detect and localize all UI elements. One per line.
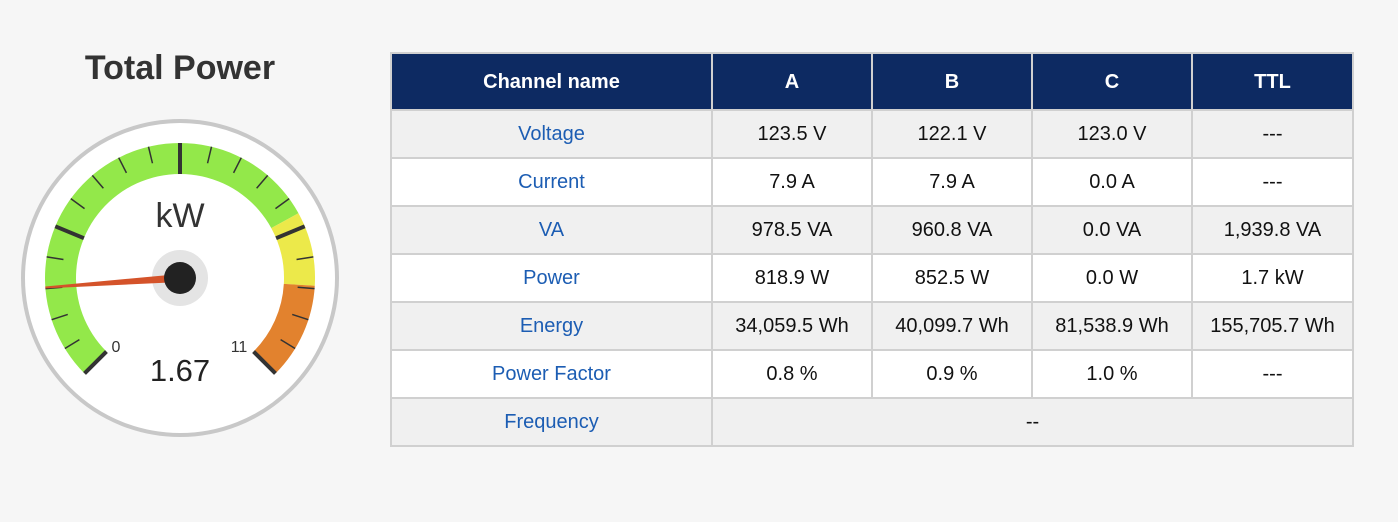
header-cell: Channel name [390,52,713,111]
value-cell: 0.0 VA [1031,205,1193,255]
row-label: Frequency [390,397,713,447]
table-row: VA 978.5 VA 960.8 VA 0.0 VA 1,939.8 VA [390,205,1354,255]
header-row: Channel name A B C TTL [390,52,1354,111]
minor-tick [118,157,128,174]
needle [45,274,181,289]
gauge-band [271,213,315,286]
bands [45,143,315,374]
minor-tick [64,339,80,350]
value-cell: --- [1191,157,1354,207]
value-cell: --- [1191,349,1354,399]
value-cell: 818.9 W [711,253,873,303]
gauge-band [45,143,299,374]
major-tick [54,224,85,241]
value-cell: 0.9 % [871,349,1033,399]
row-label: Current [390,157,713,207]
header-cell: C [1031,52,1193,111]
gauge-value: 1.67 [150,353,210,388]
value-cell: 123.0 V [1031,109,1193,159]
table-row: Power Factor 0.8 % 0.9 % 1.0 % --- [390,349,1354,399]
value-cell: --- [1191,109,1354,159]
table-body: Voltage 123.5 V 122.1 V 123.0 V --- Current 7.… [390,109,1354,447]
value-cell: 960.8 VA [871,205,1033,255]
table-row: Voltage 123.5 V 122.1 V 123.0 V --- [390,109,1354,159]
value-cell: 7.9 A [871,157,1033,207]
minor-tick [280,339,296,350]
value-cell: 0.0 W [1031,253,1193,303]
minor-tick [46,256,64,261]
value-cell: 852.5 W [871,253,1033,303]
header-cell: B [871,52,1033,111]
needle-group [45,250,208,306]
value-cell: 1.0 % [1031,349,1193,399]
row-label: Voltage [390,109,713,159]
channel-table: Channel name A B C TTL Voltage 123.5 V 122.1 V… [390,52,1354,447]
minor-tick [91,174,104,189]
minor-tick [51,313,69,321]
value-cell: 1.7 kW [1191,253,1354,303]
row-label: Energy [390,301,713,351]
minor-tick [297,286,315,290]
major-tick [275,224,306,241]
row-label: Power Factor [390,349,713,399]
hub [164,262,196,294]
minor-tick [291,313,309,321]
value-cell: 34,059.5 Wh [711,301,873,351]
value-cell: 0.0 A [1031,157,1193,207]
gauge: Total Power kW 0 11 1.67 [21,49,339,437]
row-label: Power [390,253,713,303]
major-tick [83,350,108,375]
value-cell: -- [711,397,1354,447]
minor-tick [256,174,269,189]
header-cell: TTL [1191,52,1354,111]
value-cell: 155,705.7 Wh [1191,301,1354,351]
value-cell: 7.9 A [711,157,873,207]
minor-tick [206,146,213,164]
row-label: VA [390,205,713,255]
minor-tick [232,157,242,174]
minor-tick [147,146,154,164]
major-tick [252,350,277,375]
gauge-unit: kW [155,197,204,235]
gauge-title: Total Power [85,49,275,87]
minor-tick [70,198,85,210]
value-cell: 978.5 VA [711,205,873,255]
table-row: Current 7.9 A 7.9 A 0.0 A --- [390,157,1354,207]
minor-tick [296,256,314,261]
table-row: Power 818.9 W 852.5 W 0.0 W 1.7 kW [390,253,1354,303]
value-cell: 1,939.8 VA [1191,205,1354,255]
gauge-min: 0 [112,339,121,356]
ticks [45,143,315,375]
table-row: Energy 34,059.5 Wh 40,099.7 Wh 81,538.9 Wh 1… [390,301,1354,351]
minor-tick [275,198,290,210]
value-cell: 123.5 V [711,109,873,159]
value-cell: 122.1 V [871,109,1033,159]
value-cell: 40,099.7 Wh [871,301,1033,351]
value-cell: 0.8 % [711,349,873,399]
header-cell: A [711,52,873,111]
table-row: Frequency -- [390,397,1354,447]
gauge-band [253,283,315,374]
value-cell: 81,538.9 Wh [1031,301,1193,351]
gauge-max: 11 [231,339,248,356]
